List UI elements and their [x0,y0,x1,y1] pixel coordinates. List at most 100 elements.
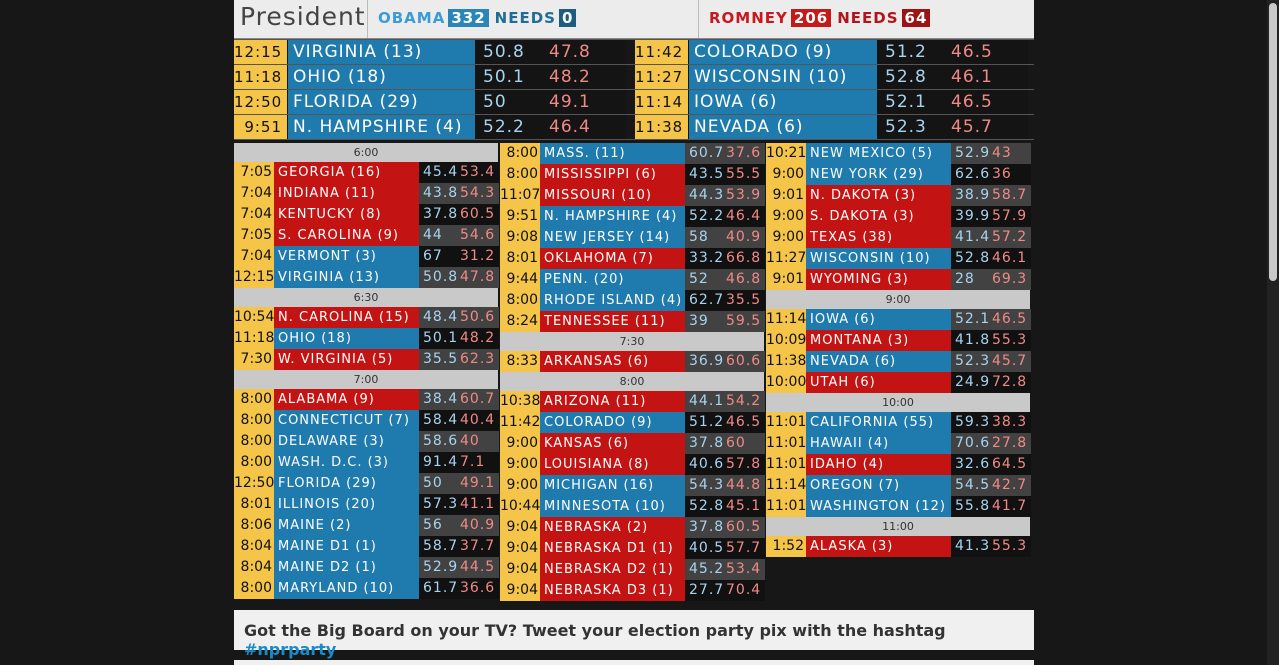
dem-percent: 41.8 [951,330,991,351]
call-time: 11:01 [766,412,806,433]
rep-percent: 72.8 [991,372,1031,393]
scrollbar[interactable] [1267,0,1279,665]
row-divider [234,139,1034,140]
dem-percent: 50 [419,473,459,494]
dem-percent: 24.9 [951,372,991,393]
obama-label: OBAMA [378,9,446,27]
poll-close-band: 9:00 [766,290,1030,309]
call-time: 11:38 [635,115,688,139]
call-time: 7:04 [234,204,274,225]
dem-percent: 50.8 [475,40,541,64]
call-time: 8:00 [500,290,540,311]
state-row: 9:00 TEXAS (38) 41.4 57.2 [766,227,1031,248]
state-name: OHIO (18) [288,65,475,89]
state-name: WYOMING (3) [806,269,951,290]
state-row: 10:54 N. CAROLINA (15) 48.4 50.6 [234,307,499,328]
call-time: 8:04 [234,557,274,578]
dem-percent: 32.6 [951,454,991,475]
dem-percent: 35.5 [419,349,459,370]
dem-percent: 37.8 [685,433,725,454]
state-name: S. DAKOTA (3) [806,206,951,227]
state-row: 8:33 ARKANSAS (6) 36.9 60.6 [500,351,765,372]
divider [698,0,699,38]
featured-race-row: 11:42 COLORADO (9) 51.2 46.5 [635,40,1034,64]
state-row: 9:04 NEBRASKA (2) 37.8 60.5 [500,517,765,538]
state-row: 9:00 MICHIGAN (16) 54.3 44.8 [500,475,765,496]
state-row: 10:38 ARIZONA (11) 44.1 54.2 [500,391,765,412]
state-name: HAWAII (4) [806,433,951,454]
call-time: 7:04 [234,246,274,267]
state-name: ALABAMA (9) [274,389,419,410]
results-column-2: 8:00 MASS. (11) 60.7 37.6 8:00 MISSISSIPPI (6… [500,143,765,601]
state-name: N. HAMPSHIRE (4) [540,206,685,227]
row-divider [234,114,1034,115]
call-time: 9:00 [500,454,540,475]
poll-close-band: 11:00 [766,517,1030,536]
state-row: 8:00 DELAWARE (3) 58.6 40 [234,431,499,452]
state-row: 8:00 MISSISSIPPI (6) 43.5 55.5 [500,164,765,185]
scrollbar-thumb[interactable] [1269,3,1277,281]
rep-percent: 49.1 [459,473,499,494]
state-row: 9:08 NEW JERSEY (14) 58 40.9 [500,227,765,248]
rep-percent: 44.8 [725,475,765,496]
call-time: 10:54 [234,307,274,328]
state-row: 11:14 IOWA (6) 52.1 46.5 [766,309,1031,330]
tweet-text: Got the Big Board on your TV? Tweet your… [244,621,1034,659]
rep-percent: 46.1 [943,65,1028,89]
row-divider [234,89,1034,90]
dem-percent: 40.5 [685,538,725,559]
state-name: FLORIDA (29) [288,90,475,114]
state-name: NEBRASKA D2 (1) [540,559,685,580]
dem-percent: 41.3 [951,536,991,557]
rep-percent: 69.3 [991,269,1031,290]
state-name: NEVADA (6) [689,115,877,139]
call-time: 9:00 [766,164,806,185]
dem-percent: 50 [475,90,541,114]
dem-percent: 58.7 [419,536,459,557]
call-time: 11:18 [234,328,274,349]
rep-percent: 46.8 [725,269,765,290]
state-name: UTAH (6) [806,372,951,393]
call-time: 10:21 [766,143,806,164]
state-row: 9:00 KANSAS (6) 37.8 60 [500,433,765,454]
state-name: MAINE (2) [274,515,419,536]
state-row: 11:01 CALIFORNIA (55) 59.3 38.3 [766,412,1031,433]
dem-percent: 52 [685,269,725,290]
state-row: 9:51 N. HAMPSHIRE (4) 52.2 46.4 [500,206,765,227]
call-time: 9:00 [500,475,540,496]
rep-percent: 57.8 [725,454,765,475]
state-name: ALASKA (3) [806,536,951,557]
state-name: MARYLAND (10) [274,578,419,599]
call-time: 11:27 [766,248,806,269]
dem-percent: 57.3 [419,494,459,515]
call-time: 9:04 [500,559,540,580]
rep-percent: 46.4 [725,206,765,227]
state-name: N. CAROLINA (15) [274,307,419,328]
state-name: MAINE D2 (1) [274,557,419,578]
tweet-banner: Got the Big Board on your TV? Tweet your… [234,610,1034,659]
rep-percent: 54.6 [459,225,499,246]
results-column-1: 6:00 7:05 GEORGIA (16) 45.4 53.4 7:04 INDIANA … [234,143,499,599]
rep-percent: 7.1 [459,452,499,473]
rep-percent: 62.3 [459,349,499,370]
state-row: 8:00 MASS. (11) 60.7 37.6 [500,143,765,164]
featured-race-row: 11:27 WISCONSIN (10) 52.8 46.1 [635,65,1034,89]
state-name: COLORADO (9) [540,412,685,433]
hashtag-link[interactable]: #nprparty [244,640,337,659]
state-row: 10:21 NEW MEXICO (5) 52.9 43 [766,143,1031,164]
rep-percent: 45.7 [943,115,1028,139]
dem-percent: 37.8 [685,517,725,538]
rep-percent: 54.3 [459,183,499,204]
state-name: IOWA (6) [806,309,951,330]
state-row: 9:04 NEBRASKA D1 (1) 40.5 57.7 [500,538,765,559]
rep-percent: 55.5 [725,164,765,185]
rep-percent: 47.8 [541,40,626,64]
state-row: 10:00 UTAH (6) 24.9 72.8 [766,372,1031,393]
state-name: MAINE D1 (1) [274,536,419,557]
state-name: INDIANA (11) [274,183,419,204]
state-row: 11:14 OREGON (7) 54.5 42.7 [766,475,1031,496]
dem-percent: 44 [419,225,459,246]
dem-percent: 37.8 [419,204,459,225]
rep-percent: 59.5 [725,311,765,332]
rep-percent: 54.2 [725,391,765,412]
